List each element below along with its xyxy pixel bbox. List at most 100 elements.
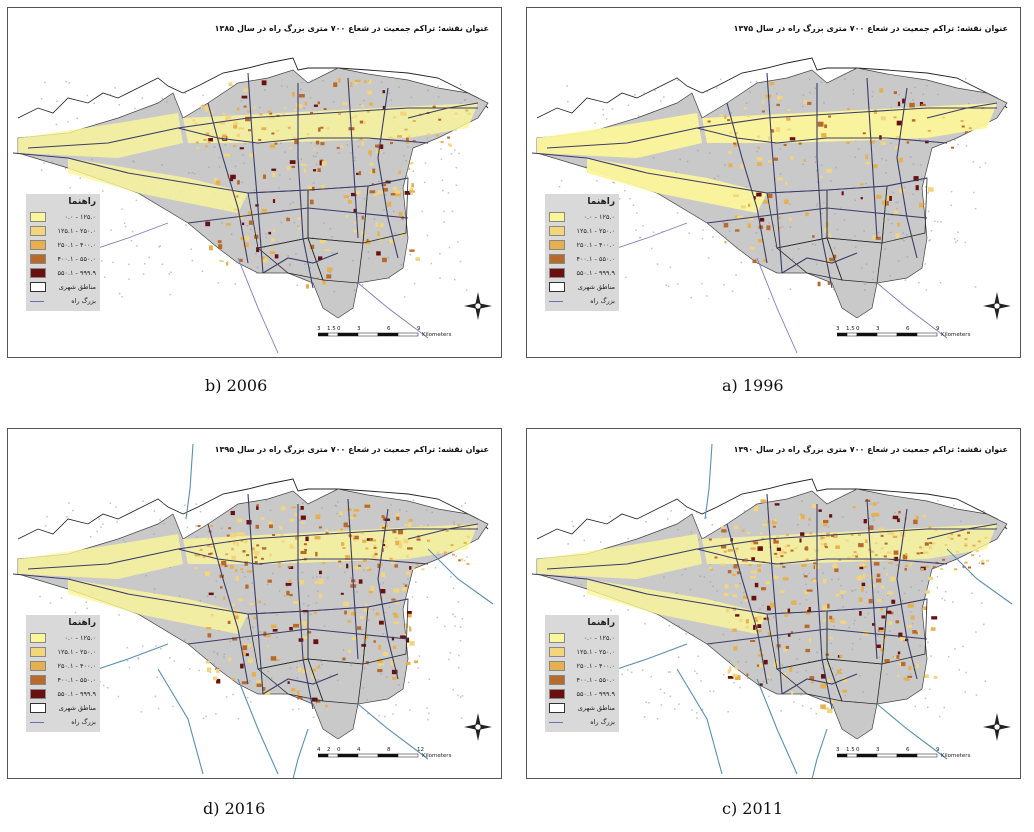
scale-tick-label: 0 bbox=[337, 747, 341, 753]
urban-texture-speck bbox=[439, 277, 441, 279]
legend-item: ۱۲۵.۱ - ۲۵۰.۰ bbox=[30, 645, 96, 659]
density-cell bbox=[449, 144, 453, 147]
legend-highway: بزرگ راه bbox=[549, 294, 615, 308]
density-cell bbox=[293, 600, 299, 604]
density-cell bbox=[364, 608, 369, 612]
urban-texture-speck bbox=[952, 601, 954, 603]
density-cell bbox=[314, 536, 321, 540]
urban-texture-speck bbox=[293, 221, 296, 224]
urban-texture-speck bbox=[284, 151, 286, 153]
urban-texture-speck bbox=[943, 706, 945, 709]
urban-texture-speck bbox=[229, 640, 231, 643]
urban-texture-speck bbox=[896, 207, 898, 210]
urban-texture-speck bbox=[842, 516, 844, 518]
urban-texture-speck bbox=[699, 130, 702, 132]
density-cell bbox=[344, 610, 347, 615]
urban-texture-speck bbox=[901, 238, 904, 241]
urban-texture-speck bbox=[142, 273, 145, 275]
density-cell bbox=[919, 202, 924, 208]
urban-texture-speck bbox=[652, 231, 655, 234]
legend-label: ۱۲۵.۱ - ۲۵۰.۰ bbox=[57, 227, 96, 235]
density-cell bbox=[887, 530, 893, 535]
scale-tick-label: 1.5 bbox=[846, 326, 855, 332]
urban-texture-speck bbox=[453, 149, 456, 151]
density-cell bbox=[881, 615, 886, 619]
urban-texture-speck bbox=[124, 225, 127, 228]
river-line bbox=[237, 257, 279, 354]
density-cell bbox=[460, 558, 464, 561]
urban-texture-speck bbox=[137, 657, 139, 659]
urban-texture-speck bbox=[960, 520, 962, 523]
urban-texture-speck bbox=[645, 520, 647, 523]
density-cell bbox=[736, 571, 740, 575]
density-cell bbox=[371, 183, 375, 186]
urban-texture-speck bbox=[975, 631, 977, 633]
density-cell bbox=[763, 200, 770, 204]
density-cell bbox=[289, 627, 293, 631]
density-cell bbox=[861, 582, 866, 587]
density-cell bbox=[358, 171, 362, 176]
density-cell bbox=[823, 519, 829, 524]
urban-texture-speck bbox=[815, 263, 818, 265]
density-cell bbox=[208, 553, 212, 556]
urban-texture-speck bbox=[834, 213, 836, 215]
density-cell bbox=[466, 563, 470, 565]
density-cell bbox=[893, 116, 897, 119]
urban-texture-speck bbox=[644, 622, 646, 625]
density-cell bbox=[756, 664, 761, 667]
urban-texture-speck bbox=[984, 162, 987, 164]
density-cell bbox=[395, 190, 401, 194]
density-cell bbox=[865, 154, 868, 160]
density-cell bbox=[318, 127, 321, 132]
urban-texture-speck bbox=[821, 609, 823, 612]
urban-texture-speck bbox=[306, 605, 309, 607]
density-cell bbox=[885, 201, 889, 206]
highway-line bbox=[407, 102, 479, 119]
urban-texture-speck bbox=[792, 258, 794, 260]
density-cell bbox=[369, 102, 373, 106]
density-cell bbox=[250, 547, 255, 551]
urban-texture-speck bbox=[974, 286, 977, 288]
density-cell bbox=[768, 136, 771, 141]
buffer-zone bbox=[537, 534, 702, 579]
urban-texture-speck bbox=[809, 91, 811, 94]
density-cell bbox=[826, 168, 832, 173]
density-cell bbox=[415, 563, 419, 566]
urban-texture-speck bbox=[354, 159, 356, 162]
urban-texture-speck bbox=[585, 166, 587, 168]
density-cell bbox=[984, 536, 988, 539]
legend-swatch bbox=[30, 647, 46, 657]
urban-texture-speck bbox=[455, 166, 458, 169]
density-cell bbox=[319, 239, 326, 244]
scale-bar-graphic bbox=[318, 332, 419, 337]
urban-texture-speck bbox=[885, 172, 887, 174]
urban-texture-speck bbox=[116, 521, 118, 523]
urban-texture-speck bbox=[356, 215, 359, 218]
density-cell bbox=[753, 624, 756, 630]
urban-texture-speck bbox=[461, 618, 464, 620]
density-cell bbox=[447, 136, 451, 139]
density-cell bbox=[342, 102, 348, 106]
urban-texture-speck bbox=[889, 630, 891, 632]
urban-texture-speck bbox=[426, 137, 429, 139]
urban-texture-speck bbox=[929, 688, 931, 690]
urban-texture-speck bbox=[962, 645, 964, 648]
density-cell bbox=[233, 208, 240, 211]
density-cell bbox=[873, 512, 880, 517]
density-cell bbox=[272, 629, 278, 632]
density-cell bbox=[780, 555, 784, 558]
urban-texture-speck bbox=[755, 80, 758, 83]
density-cell bbox=[291, 546, 295, 549]
urban-texture-speck bbox=[730, 112, 732, 114]
density-cell bbox=[467, 112, 471, 115]
density-cell bbox=[775, 563, 780, 567]
urban-texture-speck bbox=[216, 653, 219, 656]
legend-label: ۱۲۵.۱ - ۲۵۰.۰ bbox=[576, 227, 615, 235]
density-cell bbox=[801, 563, 807, 567]
urban-texture-speck bbox=[256, 610, 258, 613]
density-cell bbox=[879, 608, 883, 611]
scale-segment bbox=[327, 753, 339, 758]
density-cell bbox=[274, 254, 279, 259]
urban-texture-speck bbox=[249, 228, 252, 231]
highway-line bbox=[816, 504, 833, 710]
